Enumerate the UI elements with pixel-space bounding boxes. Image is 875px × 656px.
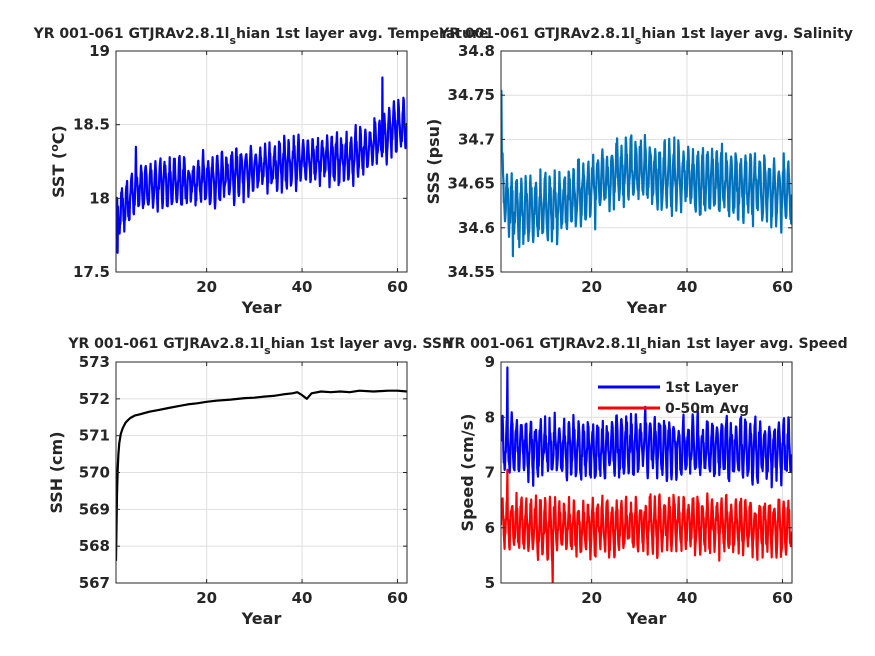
y-tick-label: 567 bbox=[79, 574, 110, 592]
y-tick-label: 569 bbox=[79, 500, 110, 518]
y-tick-label: 34.8 bbox=[458, 42, 495, 60]
x-tick-label: 40 bbox=[292, 589, 313, 607]
x-tick-label: 20 bbox=[196, 589, 217, 607]
x-tick-label: 40 bbox=[677, 278, 698, 296]
panel-title: YR 001-061 GTJRAv2.8.1lshian 1st layer a… bbox=[443, 336, 847, 357]
y-tick-label: 5 bbox=[485, 574, 495, 592]
series-line-sss-0 bbox=[501, 89, 792, 258]
panel-speed: 20 40 60 5 6 7 8 9 Year Speed (cm/s) YR 001-061 GT… bbox=[443, 336, 847, 628]
x-tick-label: 20 bbox=[581, 589, 602, 607]
y-axis-label: SSS (psu) bbox=[424, 119, 443, 205]
x-tick-label: 60 bbox=[772, 278, 793, 296]
y-tick-label: 34.65 bbox=[448, 175, 495, 193]
y-tick-label: 34.75 bbox=[448, 86, 495, 104]
axes-box bbox=[115, 50, 408, 273]
y-tick-label: 18 bbox=[89, 189, 110, 207]
y-tick-label: 9 bbox=[485, 353, 495, 371]
x-axis-label: Year bbox=[241, 609, 282, 628]
y-tick-label: 572 bbox=[79, 390, 110, 408]
y-tick-label: 34.55 bbox=[448, 263, 495, 281]
y-tick-label: 7 bbox=[485, 464, 495, 482]
y-tick-label: 34.7 bbox=[458, 130, 495, 148]
x-tick-label: 20 bbox=[196, 278, 217, 296]
y-tick-label: 571 bbox=[79, 427, 110, 445]
x-axis-label: Year bbox=[241, 298, 282, 317]
x-tick-label: 60 bbox=[387, 278, 408, 296]
y-tick-label: 8 bbox=[485, 408, 495, 426]
panel-title: YR 001-061 GTJRAv2.8.1lshian 1st layer a… bbox=[33, 26, 489, 47]
y-tick-label: 19 bbox=[89, 42, 110, 60]
x-tick-label: 40 bbox=[677, 589, 698, 607]
axes-box bbox=[500, 50, 793, 273]
y-tick-label: 573 bbox=[79, 353, 110, 371]
x-tick-label: 60 bbox=[387, 589, 408, 607]
series-line-speed-0 bbox=[501, 366, 792, 489]
x-tick-label: 40 bbox=[292, 278, 313, 296]
y-tick-label: 34.6 bbox=[458, 219, 495, 237]
series-line-speed-1 bbox=[501, 468, 792, 583]
series-line-sst-0 bbox=[116, 76, 407, 254]
y-axis-label: SST (oC) bbox=[48, 125, 68, 198]
panel-title: YR 001-061 GTJRAv2.8.1lshian 1st layer a… bbox=[67, 336, 453, 357]
legend-label: 0-50m Avg bbox=[665, 401, 749, 417]
y-tick-label: 17.5 bbox=[73, 263, 110, 281]
legend-label: 1st Layer bbox=[665, 380, 738, 396]
y-tick-label: 570 bbox=[79, 464, 110, 482]
panel-title: YR 001-061 GTJRAv2.8.1lshian 1st layer a… bbox=[438, 26, 853, 47]
panel-sss: 20 40 60 34.55 34.6 34.65 34.7 34.75 34.8 Year SSS… bbox=[424, 26, 853, 317]
panel-ssh: 20 40 60 567 568 569 570 571 572 573 Year SSH (cm) Y… bbox=[47, 336, 454, 628]
y-tick-label: 18.5 bbox=[73, 116, 110, 134]
x-axis-label: Year bbox=[626, 609, 667, 628]
x-tick-label: 60 bbox=[772, 589, 793, 607]
x-axis-label: Year bbox=[626, 298, 667, 317]
y-tick-label: 6 bbox=[485, 519, 495, 537]
y-axis-label: Speed (cm/s) bbox=[458, 414, 477, 532]
series-line-ssh-0 bbox=[116, 389, 407, 561]
x-tick-label: 20 bbox=[581, 278, 602, 296]
panel-sst: 20 40 60 17.5 18 18.5 19 Year SST (oC) YR 001-061… bbox=[33, 26, 489, 317]
y-axis-label: SSH (cm) bbox=[47, 431, 66, 513]
y-tick-label: 568 bbox=[79, 537, 110, 555]
